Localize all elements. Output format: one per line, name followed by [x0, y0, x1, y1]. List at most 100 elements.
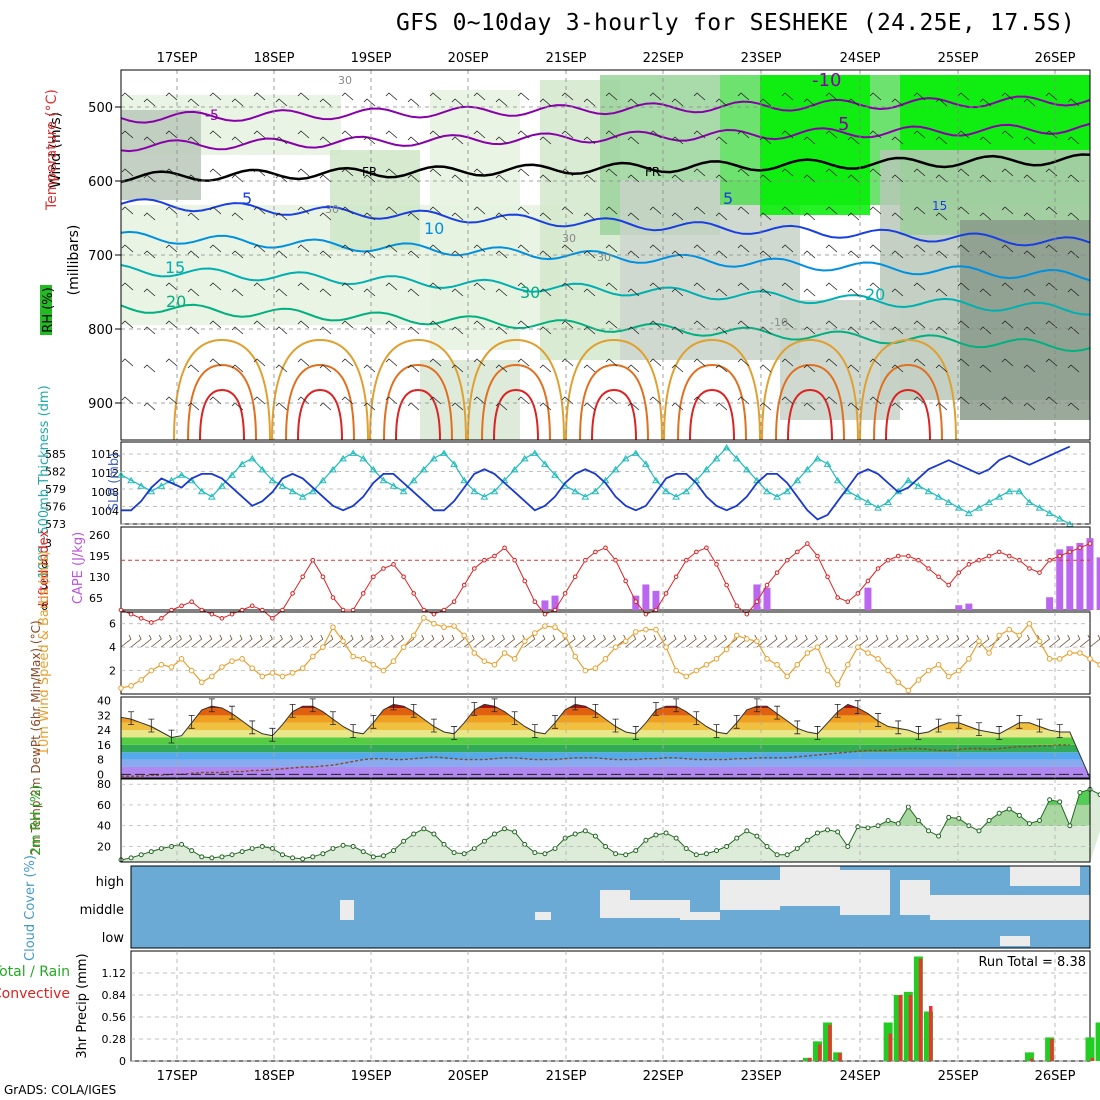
wind-barb	[627, 250, 640, 259]
wind-speed-series-point	[905, 687, 912, 694]
temperature-tick-label: 40	[97, 695, 111, 708]
temperature-axis-label-2m: 2m Temp 2m DewPt (6hr Min/Max) (°C)	[29, 620, 43, 855]
lifted-index-point	[1087, 541, 1093, 546]
wind-barb	[539, 98, 552, 107]
thickness-series-point	[833, 476, 842, 484]
wind-speed-series-point	[309, 653, 316, 660]
wind-barb	[319, 212, 332, 221]
surface-wind-barb	[635, 634, 647, 648]
wind-barb	[671, 288, 684, 297]
wind-barb	[649, 244, 662, 253]
lifted-index-point	[209, 611, 215, 617]
rh-point	[1077, 789, 1083, 795]
wind-barb	[869, 168, 882, 177]
temp-minmax-bar	[713, 724, 720, 738]
temperature-tick-label: 8	[97, 754, 104, 767]
rh-point	[774, 852, 780, 858]
wind-barb	[341, 244, 354, 253]
wind-barb	[451, 136, 464, 145]
rh-point	[724, 843, 730, 849]
surface-wind-barb	[756, 634, 768, 648]
wind-barb	[803, 212, 816, 221]
contour-label: 30	[562, 232, 576, 245]
lifted-index-point	[441, 607, 447, 613]
wind-barb	[539, 212, 552, 221]
wind-barb	[407, 136, 420, 145]
rh-point	[825, 827, 831, 833]
wind-barb	[847, 136, 860, 145]
wind-barb	[451, 174, 464, 183]
lifted-index-point	[694, 549, 699, 555]
wind-barb	[297, 168, 310, 177]
wind-barb	[781, 130, 794, 139]
rh-point	[431, 831, 437, 837]
surface-wind-barb	[191, 634, 203, 648]
rh-point	[764, 843, 770, 849]
precip-convective-bar	[1029, 1058, 1034, 1061]
wind-barb	[737, 244, 750, 253]
lifted-index-point	[128, 611, 134, 617]
wind-barb	[473, 282, 486, 291]
wind-barb	[825, 168, 838, 177]
wind-speed-series-point	[431, 620, 437, 627]
surface-wind-barb	[958, 634, 970, 648]
wind-barb	[143, 212, 156, 221]
wind-barb	[583, 250, 596, 259]
thickness-series-point	[763, 487, 771, 495]
wind-barb	[825, 282, 838, 291]
wind-speed-series-point	[693, 667, 700, 674]
thickness-series-point	[732, 454, 741, 462]
rh-point	[582, 828, 588, 834]
lifted-index-point	[633, 599, 639, 605]
wind-speed-series-point	[744, 636, 750, 642]
lifted-index-point	[421, 607, 427, 613]
wind-barb	[187, 402, 200, 411]
rh-point	[623, 852, 629, 858]
thickness-series-point	[268, 476, 277, 484]
wind-barb	[561, 358, 574, 367]
warm-contour-arch	[369, 338, 467, 441]
wind-barb	[1067, 136, 1080, 145]
warm-contour-arch	[565, 338, 663, 441]
wind-speed-series-point	[582, 667, 589, 674]
thickness-series-point	[793, 476, 802, 484]
wind-speed-series-point	[299, 665, 306, 672]
rh-shade-region	[330, 150, 420, 250]
warm-contour-arch	[859, 338, 957, 441]
wind-tick-label: 4	[109, 641, 116, 654]
lifted-index-point	[290, 591, 295, 596]
surface-wind-barb	[494, 634, 505, 648]
wind-barb	[561, 244, 574, 253]
wind-barb	[1045, 396, 1058, 405]
warm-contour-arch	[395, 388, 441, 441]
wind-speed-series-point	[118, 685, 124, 691]
lifted-index-point	[673, 574, 679, 580]
wind-barb	[187, 364, 200, 373]
precip-convective-bar	[929, 1006, 933, 1061]
thickness-series-point	[914, 482, 923, 489]
wind-barb	[979, 402, 992, 411]
wind-barb	[715, 136, 728, 145]
rh-point	[411, 831, 417, 837]
wind-barb	[627, 98, 640, 107]
lifted-index-point	[885, 557, 891, 563]
precip-total-bar	[883, 1022, 893, 1061]
temp-minmax-bar	[491, 698, 498, 713]
contour-label: 5	[838, 114, 849, 135]
rh-axis-label-2m: 2m RH (%)	[29, 785, 44, 856]
lifted-index-point	[249, 603, 255, 609]
lifted-index-point	[360, 591, 366, 596]
wind-barb	[473, 358, 486, 367]
wind-barb	[275, 364, 288, 373]
wind-speed-series-point	[410, 632, 417, 639]
wind-speed-series-point	[774, 661, 780, 668]
rh-point	[905, 804, 911, 810]
contour-label: 15	[932, 199, 947, 213]
temp-minmax-bar	[471, 702, 478, 716]
wind-barb	[1023, 250, 1036, 259]
precip-total-bar	[903, 991, 913, 1061]
lifted-index-point	[411, 591, 417, 596]
wind-barb	[605, 396, 618, 405]
wind-barb	[847, 174, 860, 183]
cape-bar	[753, 584, 761, 610]
